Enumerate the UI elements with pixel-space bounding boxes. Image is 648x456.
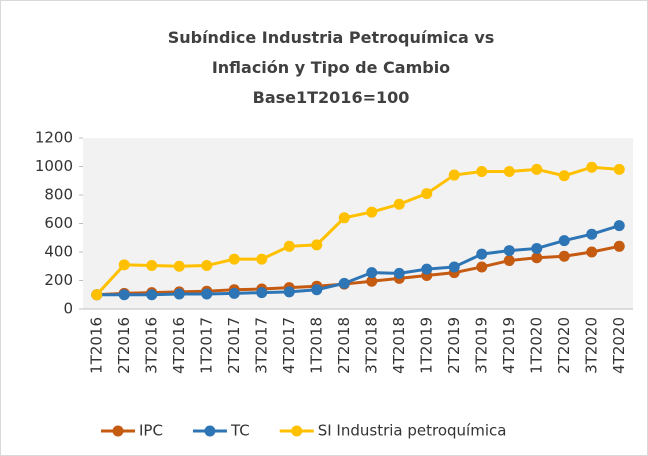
x-tick-label: 3T2019 bbox=[472, 317, 490, 374]
x-tick-label: 2T2019 bbox=[445, 317, 463, 374]
point bbox=[173, 260, 185, 272]
legend-marker bbox=[204, 425, 216, 437]
point bbox=[146, 260, 158, 272]
chart-title: Subíndice Industria Petroquímica vs Infl… bbox=[167, 28, 495, 77]
y-tick-label: 800 bbox=[44, 186, 73, 204]
x-tick-label: 2T2017 bbox=[225, 317, 243, 374]
point bbox=[338, 277, 350, 289]
point bbox=[558, 250, 570, 262]
x-tick-label: 2T2016 bbox=[115, 317, 133, 374]
y-tick-label: 600 bbox=[44, 214, 73, 232]
point bbox=[173, 288, 185, 300]
legend-label: IPC bbox=[139, 422, 163, 440]
point bbox=[531, 252, 543, 264]
point bbox=[531, 242, 543, 254]
x-tick-label: 1T2020 bbox=[527, 317, 545, 374]
point bbox=[613, 163, 625, 175]
legend-label: SI Industria petroquímica bbox=[318, 422, 507, 440]
point bbox=[311, 239, 323, 251]
point bbox=[146, 289, 158, 301]
y-tick-label: 0 bbox=[63, 300, 73, 318]
point bbox=[91, 289, 103, 301]
point bbox=[201, 260, 213, 272]
point bbox=[118, 259, 130, 271]
legend-marker bbox=[291, 425, 303, 437]
x-tick-label: 1T2016 bbox=[87, 317, 105, 374]
point bbox=[448, 261, 460, 273]
point bbox=[476, 248, 488, 260]
y-tick-label: 1000 bbox=[35, 157, 73, 175]
chart-subtitle: Base1T2016=100 bbox=[252, 88, 410, 107]
point bbox=[421, 263, 433, 275]
legend-marker bbox=[112, 425, 124, 437]
point bbox=[531, 163, 543, 175]
point bbox=[558, 170, 570, 182]
point bbox=[393, 267, 405, 279]
point bbox=[558, 235, 570, 247]
point bbox=[476, 261, 488, 273]
x-tick-label: 4T2016 bbox=[170, 317, 188, 374]
point bbox=[503, 165, 515, 177]
point bbox=[201, 288, 213, 300]
x-tick-label: 3T2016 bbox=[142, 317, 160, 374]
point bbox=[503, 245, 515, 257]
point bbox=[366, 206, 378, 218]
point bbox=[256, 287, 268, 299]
x-tick-label: 4T2017 bbox=[280, 317, 298, 374]
x-tick-label: 2T2018 bbox=[335, 317, 353, 374]
point bbox=[311, 284, 323, 296]
x-tick-label: 1T2017 bbox=[197, 317, 215, 374]
x-tick-label: 2T2020 bbox=[555, 317, 573, 374]
x-tick-label: 3T2018 bbox=[362, 317, 380, 374]
point bbox=[366, 275, 378, 287]
x-tick-label: 1T2019 bbox=[417, 317, 435, 374]
point bbox=[338, 212, 350, 224]
point bbox=[393, 198, 405, 210]
point bbox=[228, 253, 240, 265]
legend-label: TC bbox=[230, 422, 250, 440]
point bbox=[476, 165, 488, 177]
point bbox=[448, 169, 460, 181]
x-tick-label: 3T2017 bbox=[252, 317, 270, 374]
y-tick-label: 200 bbox=[44, 271, 73, 289]
point bbox=[256, 253, 268, 265]
point bbox=[283, 286, 295, 298]
point bbox=[586, 228, 598, 240]
point bbox=[283, 240, 295, 252]
point bbox=[503, 255, 515, 267]
x-tick-label: 4T2019 bbox=[500, 317, 518, 374]
point bbox=[613, 220, 625, 232]
x-tick-label: 3T2020 bbox=[582, 317, 600, 374]
point bbox=[586, 246, 598, 258]
x-tick-label: 4T2020 bbox=[610, 317, 628, 374]
point bbox=[613, 240, 625, 252]
x-tick-label: 1T2018 bbox=[307, 317, 325, 374]
x-tick-label: 4T2018 bbox=[390, 317, 408, 374]
point bbox=[118, 289, 130, 301]
point bbox=[421, 188, 433, 200]
point bbox=[228, 287, 240, 299]
point bbox=[586, 161, 598, 173]
point bbox=[366, 267, 378, 279]
y-tick-label: 1200 bbox=[35, 129, 73, 147]
y-tick-label: 400 bbox=[44, 243, 73, 261]
